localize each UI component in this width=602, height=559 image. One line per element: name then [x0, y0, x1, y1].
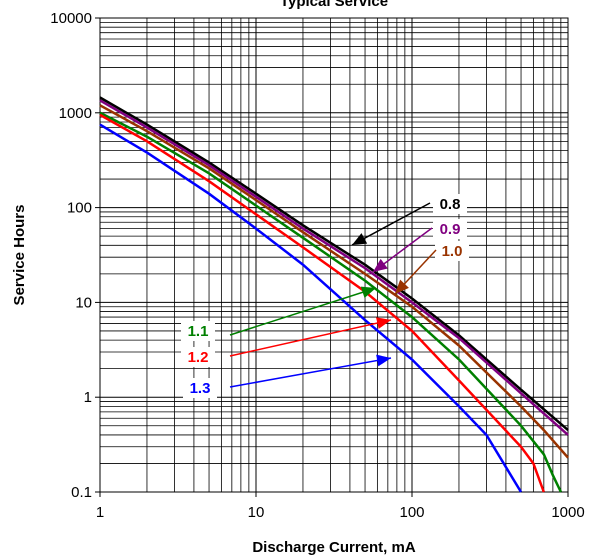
annotation-box: [433, 219, 467, 239]
x-tick-label: 10: [248, 504, 265, 521]
y-tick-label: 0.1: [71, 484, 92, 501]
series-line: [99, 123, 523, 493]
x-tick-label: 1000: [551, 504, 584, 521]
series-line: [99, 111, 563, 493]
arrow-head: [352, 233, 368, 245]
arrow-head: [376, 317, 391, 329]
y-tick-label: 1000: [59, 105, 92, 122]
minor-grid: [100, 18, 568, 492]
series-line: [99, 113, 545, 493]
arrow-head: [395, 279, 409, 294]
series-line: [99, 99, 569, 436]
arrow-head: [373, 258, 388, 272]
annotation-box: [181, 347, 215, 367]
x-tick-label: 100: [399, 504, 424, 521]
annotation-label: 1.3: [190, 380, 211, 397]
series-line: [99, 104, 569, 459]
x-tick-label: 1: [96, 504, 104, 521]
arrow-head: [360, 286, 376, 299]
plot-frame: [99, 17, 569, 493]
y-tick-label: 10: [75, 294, 92, 311]
annotation-label: 0.8: [440, 196, 461, 213]
annotation-arrow: [229, 287, 377, 336]
annotation-label: 1.1: [188, 323, 209, 340]
annotations: 0.8 0.9 1.0 1.1 1.2 1.3: [181, 194, 469, 398]
lines: [99, 96, 569, 493]
annotation-arrow: [351, 202, 431, 246]
x-axis-label: Discharge Current, mA: [252, 539, 416, 556]
annotation-label: 1.2: [188, 349, 209, 366]
annotation-box: [433, 194, 467, 214]
arrow-head: [376, 354, 391, 367]
y-tick-label: 1: [84, 389, 92, 406]
chart-title: Typical Service: [280, 0, 388, 10]
y-tick-label: 10000: [50, 10, 92, 27]
annotation-box: [181, 321, 215, 341]
y-axis-label: Service Hours: [11, 205, 28, 306]
annotation-arrow: [229, 319, 392, 357]
y-tick-label: 100: [67, 200, 92, 217]
annotation-box: [183, 378, 217, 398]
annotation-label: 0.9: [440, 221, 461, 238]
series-line: [99, 96, 569, 432]
annotation-label: 1.0: [442, 243, 463, 260]
annotation-arrow: [229, 357, 392, 388]
annotation-box: [435, 241, 469, 261]
